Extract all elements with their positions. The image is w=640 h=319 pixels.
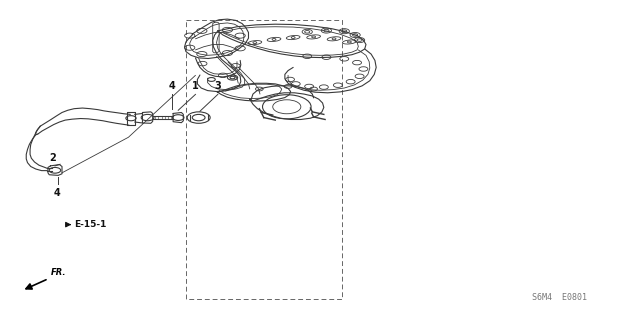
Bar: [186, 20, 342, 299]
Text: 3: 3: [214, 81, 221, 91]
Text: S6M4  E0801: S6M4 E0801: [532, 293, 587, 302]
Text: 4: 4: [168, 81, 175, 91]
Text: 4: 4: [54, 188, 60, 198]
Text: 1: 1: [192, 81, 199, 91]
Text: 2: 2: [50, 153, 56, 163]
Text: FR.: FR.: [51, 268, 67, 277]
Text: E-15-1: E-15-1: [74, 220, 106, 229]
